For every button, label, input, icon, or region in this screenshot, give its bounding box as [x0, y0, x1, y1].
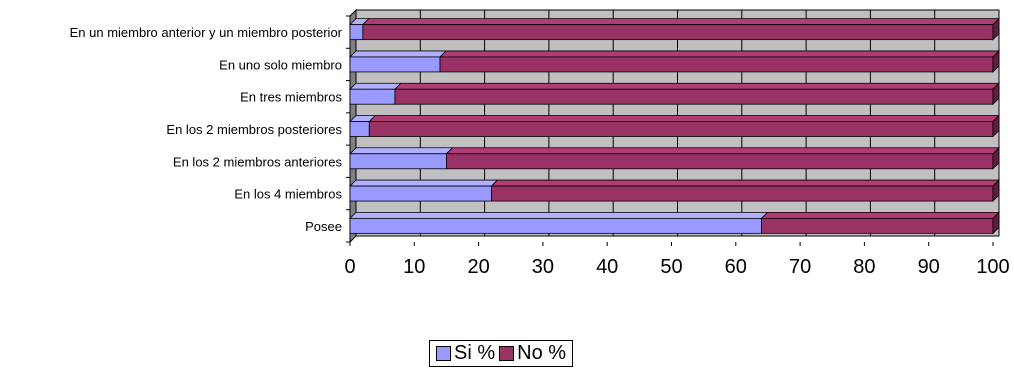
legend-label-no: No %: [517, 342, 567, 364]
bar-top-si: [349, 211, 769, 219]
x-tick-label: 100: [976, 256, 1009, 278]
x-tick-label: 30: [532, 256, 554, 278]
bar-si: [349, 121, 370, 137]
bar-top-no: [361, 18, 1000, 26]
bar-no: [761, 217, 994, 234]
bar-top-no: [445, 147, 1000, 155]
category-label: En tres miembros: [240, 90, 342, 105]
bar-no: [491, 185, 994, 202]
bar-side-no: [992, 49, 1000, 73]
legend: Si % No %: [429, 340, 574, 367]
bar-no: [368, 121, 994, 137]
x-tick-label: 80: [853, 256, 875, 278]
bar-top-no: [368, 115, 1000, 122]
bar-top-si: [349, 147, 454, 155]
bar-si: [349, 56, 441, 73]
category-label: En los 4 miembros: [234, 187, 342, 202]
bar-no: [394, 88, 994, 105]
bar-top-no: [490, 179, 1000, 187]
bar-si: [349, 24, 364, 41]
x-tick-label: 20: [467, 256, 489, 278]
bar-top-no: [439, 50, 1000, 58]
bar-si: [349, 153, 447, 170]
legend-swatch-si: [436, 346, 451, 361]
bar-si: [349, 185, 492, 202]
category-label: En un miembro anterior y un miembro post…: [70, 25, 343, 40]
category-labels: Posee En los 4 miembros En los 2 miembros …: [70, 25, 343, 234]
bar-no: [362, 24, 994, 41]
legend-item-no: No %: [499, 342, 566, 365]
bar-top-no: [394, 82, 1000, 90]
bar-side-no: [992, 211, 1000, 235]
bar-top-si: [349, 82, 402, 90]
bar-si: [349, 88, 396, 105]
x-tick-label: 10: [403, 256, 425, 278]
bar-top-no: [760, 211, 1000, 219]
x-tick-label: 70: [789, 256, 811, 278]
category-label: En los 2 miembros anteriores: [173, 154, 343, 169]
legend-item-si: Si %: [436, 342, 495, 365]
bar-no: [439, 56, 994, 73]
x-tick-label: 60: [725, 256, 747, 278]
x-axis-tick-labels: 0 10 20 30 40 50 60 70 80 90 100: [344, 256, 1009, 278]
x-tick-label: 50: [660, 256, 682, 278]
bar-side-no: [992, 82, 1000, 106]
legend-label-si: Si %: [454, 342, 496, 364]
bar-side-no: [992, 17, 1000, 41]
bar-side-no: [992, 114, 1000, 138]
category-label: En los 2 miembros posteriores: [166, 122, 342, 137]
bar-side-no: [992, 146, 1000, 170]
x-tick-label: 0: [344, 256, 355, 278]
bar-top-si: [349, 50, 447, 58]
legend-swatch-no: [499, 346, 515, 361]
category-label: En uno solo miembro: [219, 57, 342, 72]
bar-side-no: [992, 179, 1000, 203]
bar-no: [446, 153, 994, 170]
bars: [349, 17, 1000, 235]
x-tick-label: 90: [918, 256, 940, 278]
category-label: Posee: [305, 219, 342, 234]
bar-si: [349, 217, 762, 234]
bar-top-si: [349, 179, 499, 187]
x-tick-label: 40: [596, 256, 618, 278]
